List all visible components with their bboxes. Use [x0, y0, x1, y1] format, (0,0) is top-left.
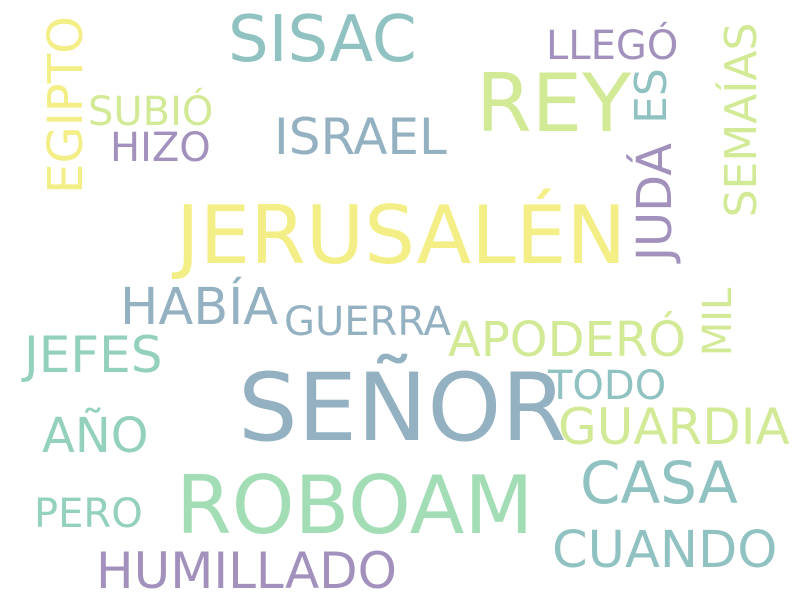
- word-pero: PERO: [34, 491, 143, 537]
- word-ano: AÑO: [42, 408, 149, 464]
- word-cuando: CUANDO: [552, 521, 778, 580]
- word-casa: CASA: [580, 449, 738, 517]
- word-apodero: APODERÓ: [448, 312, 686, 368]
- word-llego: LLEGÓ: [546, 23, 679, 69]
- word-hizo: HIZO: [110, 125, 211, 171]
- word-es: ES: [626, 68, 677, 124]
- word-israel: ISRAEL: [274, 108, 447, 166]
- word-subio: SUBIÓ: [88, 89, 214, 135]
- word-senor: SEÑOR: [238, 354, 567, 463]
- word-roboam: ROBOAM: [176, 459, 534, 552]
- word-habia: HABÍA: [120, 278, 279, 337]
- word-humillado: HUMILLADO: [96, 542, 398, 600]
- word-juda: JUDÁ: [627, 142, 683, 262]
- word-semaias: SEMAÍAS: [716, 22, 767, 218]
- word-guardia: GUARDIA: [558, 398, 790, 456]
- word-rey: REY: [476, 57, 631, 150]
- word-jerusalen: JERUSALÉN: [176, 189, 627, 282]
- word-mil: MIL: [695, 287, 741, 357]
- word-todo: TODO: [548, 363, 667, 409]
- word-sisac: SISAC: [228, 3, 417, 77]
- word-guerra: GUERRA: [284, 299, 451, 345]
- word-egipto: EGIPTO: [38, 16, 94, 194]
- word-jefes: JEFES: [24, 326, 163, 384]
